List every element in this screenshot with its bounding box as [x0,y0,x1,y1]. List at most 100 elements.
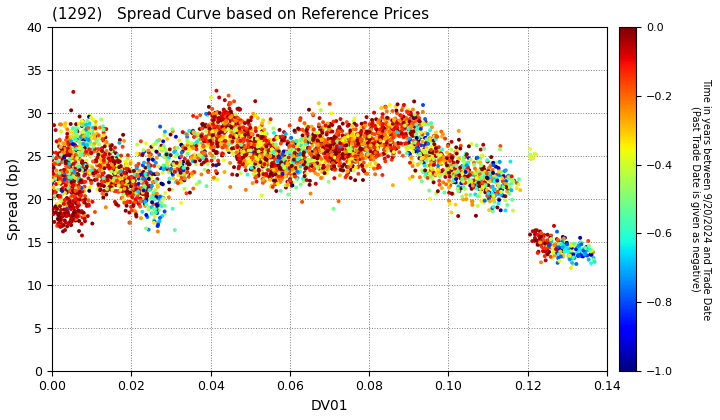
Point [122,176,134,182]
Point [347,158,359,165]
Point [78,187,90,194]
Point [241,127,253,134]
Point [356,151,367,158]
Point [425,139,436,145]
Point [58,176,70,183]
Point [416,178,428,185]
Point [61,168,73,175]
Point [46,165,58,172]
Point [202,160,213,167]
Point [391,110,402,116]
Point [449,173,460,179]
Point [212,139,224,145]
Point [389,125,400,131]
Point [410,114,421,121]
Point [335,140,346,147]
Point [165,166,176,173]
Point [73,162,85,168]
Point [222,142,234,148]
Point [253,172,264,178]
Point [359,142,370,148]
Point [251,152,263,159]
Point [446,154,458,161]
Point [464,171,475,178]
Point [217,152,228,159]
Point [73,174,85,181]
Point [140,225,152,232]
Point [71,189,83,196]
Point [449,176,460,183]
Point [341,158,353,165]
Point [79,162,91,168]
Point [454,181,465,187]
Point [550,246,562,252]
Point [361,171,373,177]
Point [469,172,481,178]
Point [230,121,242,127]
Point [247,153,258,160]
Point [415,142,427,149]
Point [352,149,364,156]
Point [53,161,65,168]
Point [196,161,207,168]
Point [379,147,390,153]
Point [485,154,497,160]
Point [326,163,338,170]
Point [442,181,454,188]
Point [269,169,281,176]
Point [49,160,60,167]
Point [341,163,353,170]
Point [256,169,268,176]
Point [577,248,588,255]
Point [73,149,84,156]
Point [61,196,73,202]
Point [81,137,92,144]
Point [359,143,371,150]
Point [297,144,309,151]
Point [253,133,264,139]
Point [80,121,91,128]
Point [210,119,222,126]
Point [61,189,73,196]
Point [84,151,96,158]
Point [300,164,312,171]
Point [545,241,557,248]
Point [112,154,123,161]
Point [345,127,356,134]
Point [140,182,152,189]
Point [348,115,360,122]
Point [271,134,282,140]
Point [430,152,441,159]
Point [347,146,359,152]
Point [105,146,117,152]
Point [215,133,226,140]
Point [68,157,80,164]
Point [249,136,261,142]
Point [545,232,557,239]
Point [475,198,487,205]
Point [212,109,223,116]
Point [80,126,91,133]
Point [194,112,206,118]
Point [192,152,203,159]
Point [247,180,258,186]
Point [565,251,577,257]
Point [192,131,204,137]
Point [557,234,569,240]
Point [244,145,256,152]
Point [490,163,502,170]
Point [460,163,472,170]
Point [261,147,273,153]
Point [139,198,150,205]
Point [273,148,284,155]
Point [469,178,481,185]
Point [276,162,288,168]
Point [403,126,415,133]
Point [348,148,360,155]
Point [99,155,110,161]
Point [53,216,65,223]
Point [66,154,77,160]
Point [485,192,497,199]
Point [359,140,370,147]
Point [334,152,346,159]
